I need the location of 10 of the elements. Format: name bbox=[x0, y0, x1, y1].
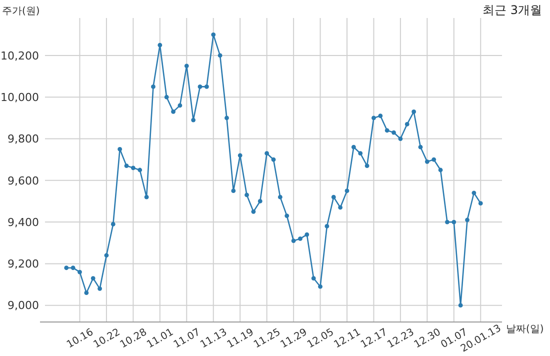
y-tick-label: 9,200 bbox=[8, 258, 39, 271]
text: 최근 3개월 bbox=[482, 3, 542, 17]
y-tick-label: 10,200 bbox=[0, 49, 39, 62]
y-tick-label: 9,600 bbox=[8, 174, 39, 188]
y-tick-label: 9,400 bbox=[8, 216, 39, 229]
y-tick-label: 9,800 bbox=[8, 132, 39, 146]
y-axis-title: 주가(원) bbox=[2, 6, 40, 17]
y-tick-label: 9,000 bbox=[8, 299, 39, 312]
y-tick-label: 10,000 bbox=[0, 90, 39, 104]
x-axis-title: 날짜(일) bbox=[506, 324, 544, 335]
